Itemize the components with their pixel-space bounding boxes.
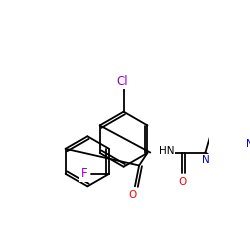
Text: HN: HN <box>159 146 174 156</box>
Text: N: N <box>202 155 209 165</box>
Text: O: O <box>128 190 136 200</box>
Text: Cl: Cl <box>116 75 128 88</box>
Text: F: F <box>81 167 87 180</box>
Text: O: O <box>179 177 187 187</box>
Text: N: N <box>246 138 250 148</box>
